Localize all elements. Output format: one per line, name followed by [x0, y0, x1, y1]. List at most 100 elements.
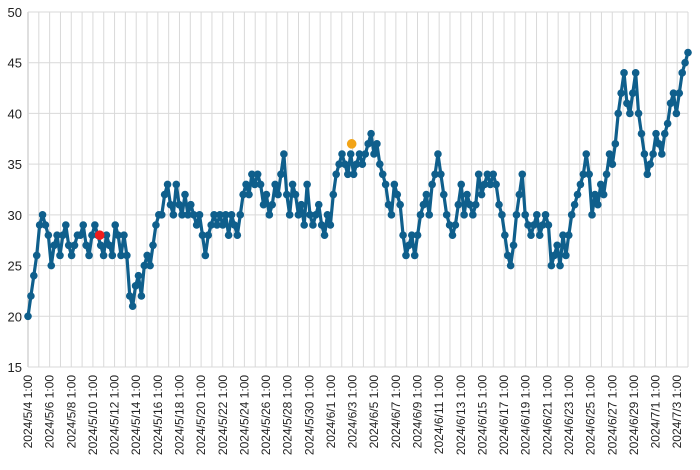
data-point	[547, 261, 556, 270]
data-point	[140, 261, 149, 270]
data-point	[288, 180, 297, 189]
data-point	[204, 231, 213, 239]
x-tick-label: 2024/6/19 1:00	[519, 375, 533, 455]
data-point	[259, 200, 268, 209]
x-tick-label: 2024/5/10 1:00	[86, 375, 100, 455]
data-point	[239, 190, 247, 199]
data-point	[303, 180, 311, 189]
data-point	[483, 170, 492, 179]
data-point	[35, 221, 44, 229]
x-tick-label: 2024/5/14 1:00	[129, 375, 143, 455]
data-point	[227, 211, 236, 219]
x-tick-label: 2024/6/17 1:00	[497, 375, 511, 455]
data-point	[573, 190, 582, 199]
data-point	[224, 231, 233, 239]
data-point	[181, 190, 189, 199]
data-point	[102, 231, 111, 239]
x-tick-label: 2024/5/8 1:00	[64, 375, 78, 449]
data-point	[588, 211, 596, 219]
data-point	[439, 190, 448, 199]
data-point	[117, 251, 125, 260]
data-point	[655, 140, 663, 148]
data-point	[47, 261, 56, 270]
data-point	[422, 190, 431, 199]
x-tick-label: 2024/6/5 1:00	[367, 375, 381, 449]
x-tick-label: 2024/5/20 1:00	[194, 375, 208, 455]
x-tick-label: 2024/6/23 1:00	[562, 375, 576, 455]
data-point	[567, 211, 576, 219]
data-point	[428, 180, 436, 189]
data-point	[134, 271, 143, 280]
data-point	[666, 99, 675, 108]
data-point	[533, 211, 541, 219]
data-point	[669, 89, 678, 97]
data-point	[393, 190, 402, 199]
data-point	[169, 211, 178, 219]
data-point	[396, 200, 404, 209]
data-point	[678, 69, 686, 77]
y-tick-label: 20	[8, 309, 22, 324]
data-point	[562, 251, 570, 260]
data-point	[268, 200, 277, 209]
data-point	[245, 190, 253, 199]
data-point	[509, 241, 518, 250]
data-point	[463, 190, 471, 199]
data-point	[617, 89, 625, 97]
data-point	[99, 251, 108, 260]
data-point	[41, 221, 50, 229]
x-tick-label: 2024/6/9 1:00	[411, 375, 425, 449]
data-point	[195, 211, 204, 219]
data-point	[160, 190, 169, 199]
data-point	[643, 170, 652, 179]
data-point	[477, 190, 486, 199]
data-point	[376, 160, 384, 168]
x-tick-label: 2024/7/1 1:00	[649, 375, 663, 449]
data-point	[349, 170, 358, 179]
data-point	[535, 231, 544, 239]
data-point	[492, 180, 500, 189]
vertical-gridlines	[27, 12, 689, 367]
data-point	[451, 221, 460, 229]
data-point	[253, 170, 262, 179]
horizontal-gridlines	[28, 11, 688, 368]
data-point	[474, 170, 483, 179]
data-point	[570, 200, 579, 209]
data-point	[486, 180, 495, 189]
data-point	[210, 211, 218, 219]
x-tick-label: 2024/6/15 1:00	[475, 375, 489, 455]
data-point	[128, 302, 137, 310]
data-point	[125, 292, 134, 300]
x-tick-label: 2024/7/3 1:00	[670, 375, 684, 449]
data-point	[123, 251, 131, 260]
data-point	[271, 180, 279, 189]
data-point	[620, 69, 628, 77]
data-point	[91, 221, 99, 229]
data-point	[274, 190, 282, 199]
data-point	[312, 211, 320, 219]
data-point	[402, 251, 410, 260]
data-point	[137, 292, 146, 300]
data-point	[585, 170, 593, 179]
data-point	[663, 119, 672, 128]
data-point	[631, 69, 640, 77]
data-point	[79, 221, 88, 229]
data-point	[120, 231, 128, 239]
data-point	[277, 170, 285, 179]
highlight-point	[346, 139, 357, 149]
data-point	[50, 241, 58, 250]
data-point	[640, 150, 649, 158]
data-point	[381, 180, 390, 189]
data-point	[480, 180, 489, 189]
data-point	[527, 231, 535, 239]
y-tick-label: 30	[8, 208, 22, 223]
data-point	[675, 89, 684, 97]
data-point	[143, 251, 152, 260]
data-point	[556, 261, 564, 270]
data-point	[652, 129, 660, 138]
data-point	[437, 170, 445, 179]
data-point	[646, 160, 654, 168]
data-point	[658, 150, 666, 158]
data-point	[521, 211, 529, 219]
data-point	[538, 221, 547, 229]
x-tick-label: 2024/5/26 1:00	[259, 375, 273, 455]
